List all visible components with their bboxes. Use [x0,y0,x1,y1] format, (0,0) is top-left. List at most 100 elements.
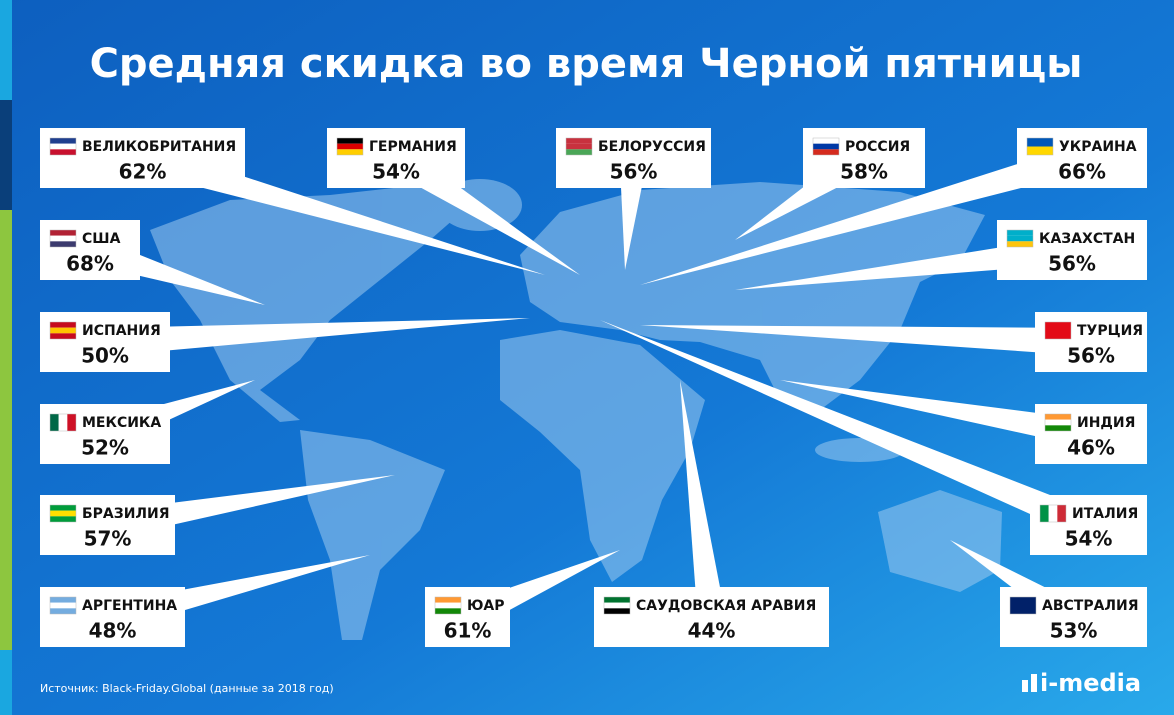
discount-value: 50% [81,344,129,368]
flag-border [1006,229,1034,248]
flag-border [565,137,593,156]
pointer [735,236,1074,290]
flag [58,414,68,431]
flag [1045,425,1071,431]
pointer [105,475,395,539]
country-name: КАЗАХСТАН [1039,231,1135,247]
flag-border [434,596,462,615]
discount-value: 48% [89,619,137,643]
flag [337,143,363,150]
flag [50,597,76,603]
flag-border [49,321,77,340]
country-name: УКРАИНА [1059,139,1137,155]
pointer [780,380,1094,448]
flag [50,414,59,431]
discount-value: 68% [66,252,114,276]
stripe [0,0,12,100]
country-name: БРАЗИЛИЯ [82,506,170,522]
discount-value: 58% [840,160,888,184]
flag [50,602,76,609]
flag-border [1044,321,1072,340]
discount-value: 52% [81,436,129,460]
country-name: ИТАЛИЯ [1072,506,1138,522]
country-name: ТУРЦИЯ [1077,323,1143,339]
flag [1045,419,1071,426]
country-name: АВСТРАЛИЯ [1042,598,1139,614]
stripe [0,210,12,650]
country-name: ИНДИЯ [1077,415,1135,431]
flag [50,143,76,150]
flag-border [49,596,77,615]
flag-border [336,137,364,156]
pointer [640,144,1086,285]
country-name: РОССИЯ [845,139,910,155]
continent [500,330,705,582]
flag [50,235,76,242]
pointer [104,318,531,356]
flag [813,149,839,155]
flag [1027,138,1053,147]
flag [337,149,363,155]
discount-value: 57% [84,527,132,551]
flag [1048,505,1058,522]
flag-border [1009,596,1037,615]
logo-mark [1022,680,1028,692]
continent [878,490,1002,592]
flag [1007,235,1033,242]
flag [1045,330,1071,339]
logo-mark [1031,674,1037,692]
flag [566,138,592,144]
logo: i-media [1040,669,1141,697]
flag [604,608,630,614]
flag-border [1044,413,1072,432]
pointer [600,320,1094,538]
flag [50,333,76,339]
flag-border [603,596,631,615]
country-name: США [82,231,121,247]
flag-border [49,504,77,523]
flag [1007,230,1033,236]
discount-value: 61% [444,619,492,643]
country-name: ИСПАНИЯ [82,323,161,339]
flag [604,602,630,609]
flag [435,602,461,609]
flag [1010,597,1036,606]
flag [50,230,76,236]
flag [50,510,76,517]
flag-border [49,229,77,248]
flag-border [49,137,77,156]
callout-box [594,587,829,647]
flag [566,149,592,155]
source: Источник: Black-Friday.Global (данные за… [40,682,334,695]
flag [435,597,461,603]
flag [1010,605,1036,614]
flag [67,414,76,431]
flag [50,241,76,247]
discount-value: 66% [1058,160,1106,184]
flag-border [1039,504,1067,523]
flag [337,138,363,144]
discount-value: 62% [119,160,167,184]
flag [1007,241,1033,247]
callouts: ВЕЛИКОБРИТАНИЯ 62% ГЕРМАНИЯ 54% БЕЛОРУССИЯ 56… [40,128,1147,647]
stripe [0,650,12,715]
discount-value: 53% [1050,619,1098,643]
flag [604,597,630,603]
discount-value: 54% [372,160,420,184]
flag [50,322,76,328]
flag [50,608,76,614]
discount-value: 54% [1065,527,1113,551]
discount-value: 56% [1067,344,1115,368]
discount-value: 46% [1067,436,1115,460]
pointer [640,325,1092,356]
flag [1045,322,1071,331]
continent [520,182,985,410]
stripe [0,100,12,210]
flag [50,327,76,334]
country-name: САУДОВСКАЯ АРАВИЯ [636,598,816,614]
flag [1045,414,1071,420]
flag [813,138,839,144]
title: Средняя скидка во время Черной пятницы [90,41,1083,87]
